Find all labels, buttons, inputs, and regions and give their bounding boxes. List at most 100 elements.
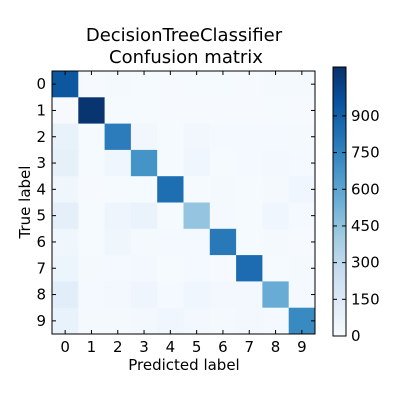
heatmap-cell [104, 202, 132, 230]
heatmap-cell [104, 71, 132, 98]
heatmap-cell [52, 149, 79, 177]
heatmap-cell [209, 149, 237, 177]
heatmap-cell [288, 176, 316, 203]
heatmap-cell [209, 281, 237, 309]
heatmap-cells [52, 71, 316, 335]
heatmap-cell [209, 97, 237, 124]
heatmap-cell [130, 202, 158, 230]
heatmap-cell [183, 123, 211, 151]
chart-title-line-1: DecisionTreeClassifier [86, 25, 283, 46]
heatmap-cell [236, 255, 263, 282]
heatmap-cell [288, 97, 316, 124]
x-tick-label: 5 [192, 338, 202, 356]
heatmap-cell [157, 97, 184, 124]
heatmap-cell [262, 123, 290, 151]
heatmap-cell [288, 149, 316, 177]
heatmap-cell [52, 255, 79, 282]
heatmap-cell [130, 97, 158, 124]
y-tick-label: 3 [36, 154, 46, 172]
heatmap-cell [209, 255, 237, 282]
heatmap-cell [52, 123, 79, 151]
heatmap-cell [288, 281, 316, 309]
y-axis-label: True label [16, 166, 34, 240]
heatmap-cell [209, 123, 237, 151]
heatmap-cell [209, 202, 237, 230]
heatmap-cell [209, 176, 237, 203]
y-tick-label: 5 [36, 207, 46, 225]
y-tick-label: 4 [36, 180, 46, 198]
heatmap-cell [183, 202, 211, 230]
heatmap-cell [262, 255, 290, 282]
heatmap-cell [130, 281, 158, 309]
heatmap-cell [52, 202, 79, 230]
heatmap-cell [157, 71, 184, 98]
colorbar-tick-label: 750 [351, 144, 380, 162]
heatmap-cell [78, 228, 105, 256]
x-tick-label: 9 [297, 338, 307, 356]
colorbar-tick-label: 900 [351, 107, 380, 125]
colorbar-tick-label: 600 [351, 180, 380, 198]
heatmap-cell [157, 149, 184, 177]
heatmap-cell [183, 176, 211, 203]
heatmap-cell [104, 97, 132, 124]
y-tick-label: 0 [36, 75, 46, 93]
heatmap-cell [262, 176, 290, 203]
plot-frame [51, 70, 316, 335]
colorbar-tick-label: 300 [351, 254, 380, 272]
heatmap-cell [78, 307, 105, 335]
heatmap-cell [288, 123, 316, 151]
heatmap-cell [104, 255, 132, 282]
heatmap-cell [262, 149, 290, 177]
heatmap-cell [104, 149, 132, 177]
heatmap-cell [78, 281, 105, 309]
heatmap-cell [157, 281, 184, 309]
y-tick-label: 9 [36, 312, 46, 330]
heatmap-cell [209, 307, 237, 335]
heatmap-cell [183, 71, 211, 98]
colorbar-ticks: 0 150 300 450 600 750 900 [333, 107, 380, 345]
heatmap-cell [130, 255, 158, 282]
heatmap-cell [52, 71, 79, 98]
heatmap-cell [288, 228, 316, 256]
x-tick-label: 3 [139, 338, 149, 356]
heatmap-cell [236, 71, 263, 98]
heatmap-cell [157, 228, 184, 256]
y-tick-label: 2 [36, 128, 46, 146]
heatmap-cell [183, 97, 211, 124]
heatmap-cell [262, 71, 290, 98]
heatmap-cell [209, 228, 237, 256]
colorbar-tick-label: 0 [351, 327, 361, 345]
y-tick-label: 8 [36, 286, 46, 304]
heatmap-cell [236, 123, 263, 151]
heatmap-cell [262, 307, 290, 335]
heatmap-cell [236, 307, 263, 335]
heatmap-cell [262, 202, 290, 230]
chart-title-line-2: Confusion matrix [109, 47, 263, 68]
heatmap-cell [52, 307, 79, 335]
x-tick-label: 0 [60, 338, 70, 356]
heatmap-cell [104, 228, 132, 256]
heatmap-cell [236, 97, 263, 124]
heatmap-cell [104, 176, 132, 203]
heatmap-cell [262, 228, 290, 256]
heatmap-cell [236, 176, 263, 203]
heatmap-cell [262, 281, 290, 309]
y-tick-label: 1 [36, 101, 46, 119]
heatmap-cell [183, 255, 211, 282]
heatmap-cell [130, 71, 158, 98]
y-axis-ticks: 0 1 2 3 4 5 6 7 8 9 [36, 75, 315, 330]
heatmap-cell [78, 149, 105, 177]
heatmap-cell [78, 202, 105, 230]
heatmap-cell [130, 228, 158, 256]
x-tick-label: 2 [113, 338, 123, 356]
heatmap-cell [78, 176, 105, 203]
colorbar-tick-label: 150 [351, 290, 380, 308]
heatmap-cell [157, 307, 184, 335]
heatmap-cell [288, 255, 316, 282]
heatmap-cell [183, 149, 211, 177]
heatmap-cell [78, 255, 105, 282]
y-tick-label: 7 [36, 259, 46, 277]
x-axis-label: Predicted label [128, 356, 239, 374]
heatmap-cell [52, 228, 79, 256]
heatmap-cell [78, 71, 105, 98]
